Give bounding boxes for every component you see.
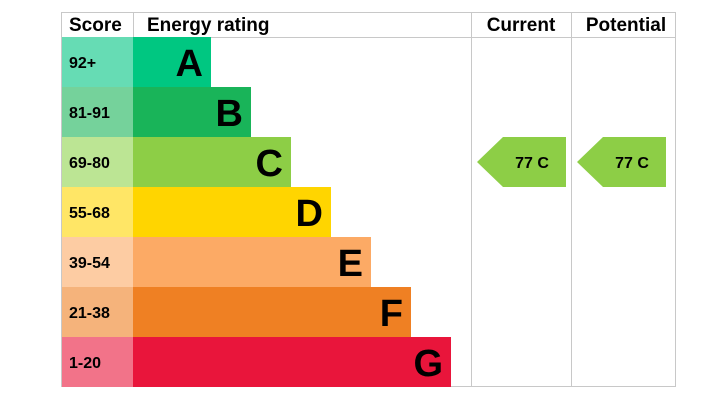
score-label-c: 69-80 (69, 155, 110, 172)
potential-rating-arrow (577, 137, 666, 187)
score-cell-c (62, 137, 133, 187)
rating-bar-a (133, 37, 211, 87)
rating-letter-d: D (296, 193, 323, 235)
score-label-g: 1-20 (69, 355, 101, 372)
rating-letter-f: F (380, 293, 403, 335)
score-cell-g (62, 337, 133, 387)
potential-rating-label: 77 C (615, 155, 649, 172)
rating-bands: 92+ A 81-91 B 69-80 C 55-68 D 39-54 E 21-38 F 1-20 G (62, 37, 451, 387)
score-label-d: 55-68 (69, 205, 110, 222)
score-label-b: 81-91 (69, 105, 110, 122)
header-energy-rating: Energy rating (147, 15, 269, 36)
rating-bar-c (133, 137, 291, 187)
rating-bar-d (133, 187, 331, 237)
rating-bar-f (133, 287, 411, 337)
score-cell-a (62, 37, 133, 87)
header-potential: Potential (586, 15, 666, 36)
rating-bar-e (133, 237, 371, 287)
score-label-f: 21-38 (69, 305, 110, 322)
score-cell-e (62, 237, 133, 287)
header-current: Current (487, 15, 556, 36)
rating-bar-b (133, 87, 251, 137)
current-rating-label: 77 C (515, 155, 549, 172)
score-cell-f (62, 287, 133, 337)
rating-letter-b: B (216, 93, 243, 135)
score-cell-d (62, 187, 133, 237)
header-score: Score (69, 15, 122, 36)
rating-letter-c: C (256, 143, 283, 185)
rating-letter-e: E (338, 243, 363, 285)
current-rating-arrow (477, 137, 566, 187)
score-cell-b (62, 87, 133, 137)
rating-letter-g: G (413, 343, 443, 385)
rating-bar-g (133, 337, 451, 387)
rating-indicators: 77 C 77 C (477, 137, 666, 187)
score-label-a: 92+ (69, 55, 96, 72)
score-label-e: 39-54 (69, 255, 110, 272)
rating-letter-a: A (176, 43, 203, 85)
